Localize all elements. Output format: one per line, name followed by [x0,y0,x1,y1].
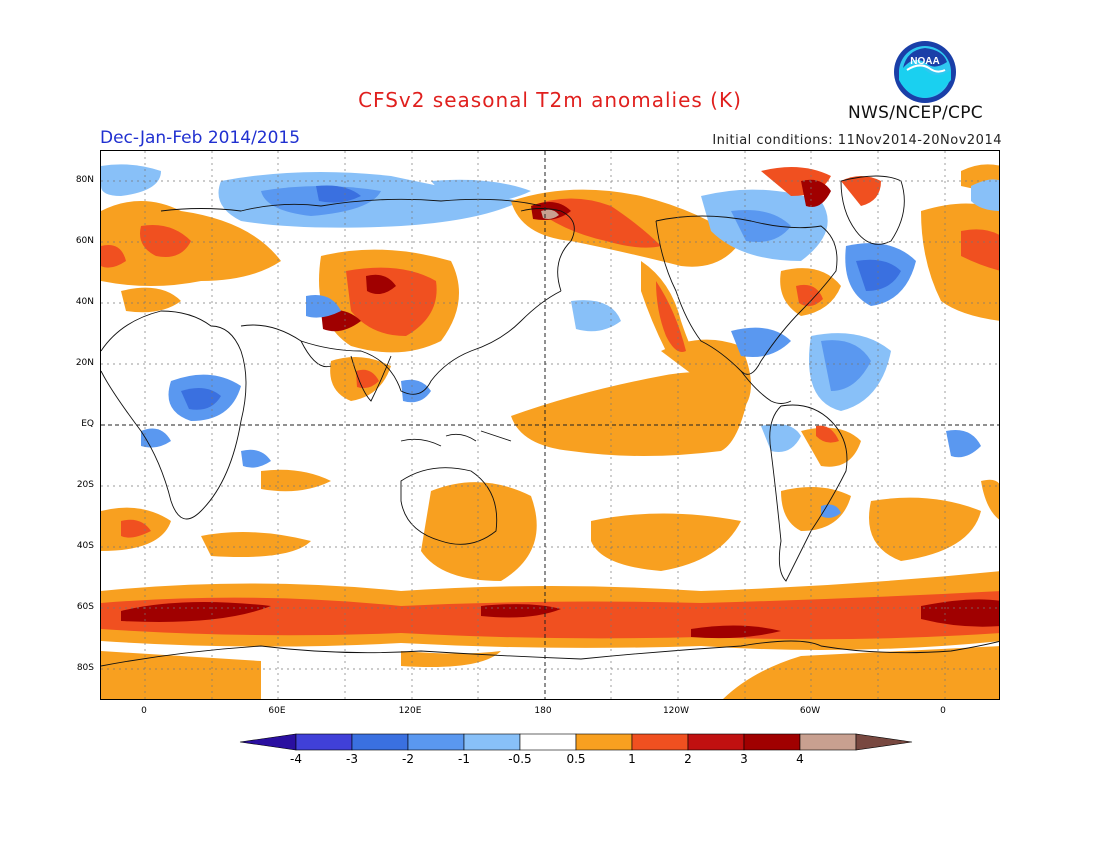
colorbar-tick-label: -2 [402,752,414,766]
colorbar-segment [575,733,633,751]
colorbar-tick-label: -0.5 [508,752,532,766]
coastlines [101,175,999,667]
lat-label-20n: 20N [75,358,94,368]
lat-label-80n: 80N [75,175,94,185]
colorbar [239,733,913,751]
atlantic-cool-region [809,243,916,411]
asia-warm-region [306,249,459,353]
lon-label-120e: 120E [398,706,422,716]
lon-label-180: 180 [534,706,552,716]
bering-warm-region [511,189,741,267]
colorbar-segment [519,733,577,751]
colorbar-arrow-right [855,733,913,751]
southern-warm-band [101,571,999,699]
lon-label-120w: 120W [662,706,690,716]
colorbar-segments [239,733,913,751]
lon-label-60e: 60E [268,706,286,716]
initial-conditions: Initial conditions: 11Nov2014-20Nov2014 [712,133,1002,148]
colorbar-segment [743,733,801,751]
lat-label-60s: 60S [76,602,94,612]
colorbar-tick-label: 2 [684,752,692,766]
lon-label-60w: 60W [799,706,821,716]
na-west-warm-streak [641,261,701,367]
agency-label: NWS/NCEP/CPC [848,103,983,123]
lon-label-0-east: 0 [940,706,946,716]
colorbar-tick-label: 3 [740,752,748,766]
lat-label-40s: 40S [76,541,94,551]
equator-dateline [101,151,999,699]
colorbar-tick-label: -1 [458,752,470,766]
lon-label-0-west: 0 [141,706,147,716]
colorbar-tick-label: -4 [290,752,302,766]
colorbar-segment [631,733,689,751]
map-title: CFSv2 seasonal T2m anomalies (K) [358,88,742,112]
colorbar-segment [295,733,353,751]
east-europe-warm [921,164,999,321]
lat-label-80s: 80S [76,663,94,673]
noaa-logo-text: NOAA [910,56,939,67]
colorbar-tick-label: 1 [628,752,636,766]
colorbar-segment [687,733,745,751]
lat-label-eq: EQ [81,419,94,429]
colorbar-segment [351,733,409,751]
lat-label-60n: 60N [75,236,94,246]
colorbar-segment [407,733,465,751]
season-period: Dec-Jan-Feb 2014/2015 [100,128,301,148]
lat-label-20s: 20S [76,480,94,490]
anomaly-map [100,150,1000,700]
north-america-region [701,167,881,357]
colorbar-segment [799,733,857,751]
misc-patches [241,300,981,468]
colorbar-tick-label: -3 [346,752,358,766]
colorbar-tick-label: 0.5 [566,752,586,766]
europe-region [101,201,281,313]
africa-indian-patches [141,357,431,448]
noaa-logo: NOAA [894,41,956,103]
colorbar-arrow-left [239,733,297,751]
anomaly-map-svg [101,151,999,699]
colorbar-segment [463,733,521,751]
colorbar-tick-label: 4 [796,752,804,766]
lat-label-40n: 40N [75,297,94,307]
lat-lon-grid [101,151,999,699]
arctic-cool-band [101,164,531,228]
